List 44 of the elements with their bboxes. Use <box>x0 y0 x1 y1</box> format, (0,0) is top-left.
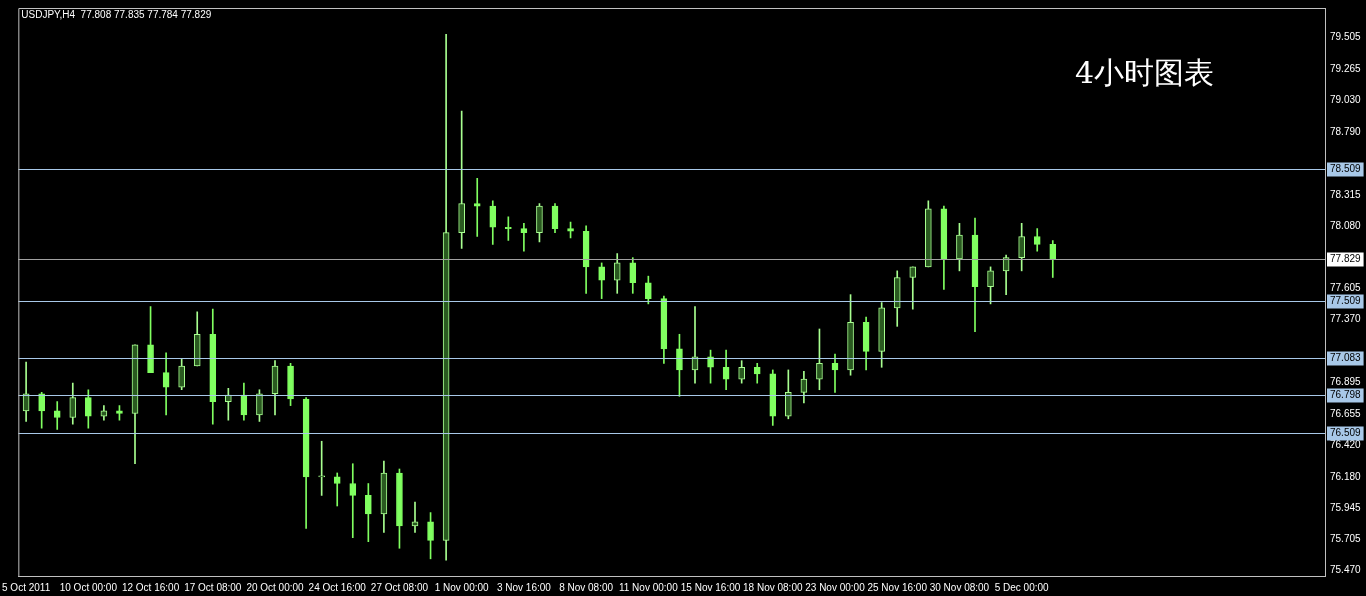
ref-line-label: 77.829 <box>1330 253 1362 265</box>
y-tick-label: 77.605 <box>1330 282 1362 294</box>
y-tick-label: 75.945 <box>1330 501 1362 513</box>
ref-line-label: 77.083 <box>1330 352 1362 364</box>
x-tick-label: 5 Dec 00:00 <box>994 581 1050 593</box>
ref-line-label: 77.509 <box>1330 295 1362 307</box>
y-tick-label: 77.370 <box>1330 313 1362 325</box>
x-tick-label: 5 Oct 2011 <box>2 581 51 593</box>
x-tick-label: 18 Nov 08:00 <box>743 581 803 593</box>
ref-line-label: 76.798 <box>1330 389 1362 401</box>
x-tick-label: 17 Oct 08:00 <box>184 581 242 593</box>
x-tick-label: 23 Nov 00:00 <box>805 581 866 593</box>
candlestick <box>333 472 341 507</box>
x-tick-label: 11 Nov 00:00 <box>618 581 679 593</box>
ref-line-label: 78.509 <box>1330 163 1362 175</box>
y-tick-label: 79.265 <box>1330 63 1362 75</box>
y-tick-label: 78.080 <box>1330 219 1362 231</box>
y-tick-label: 79.030 <box>1330 94 1362 106</box>
chart-title: USDJPY,H4 77.808 77.835 77.784 77.829 <box>21 8 212 20</box>
x-tick-label: 30 Nov 08:00 <box>929 581 990 593</box>
x-tick-label: 27 Oct 08:00 <box>370 581 429 593</box>
y-tick-label: 79.505 <box>1330 31 1362 43</box>
x-tick-label: 8 Nov 08:00 <box>559 581 614 593</box>
x-tick-label: 24 Oct 16:00 <box>308 581 367 593</box>
y-tick-label: 78.790 <box>1330 125 1362 137</box>
candlestick <box>53 401 61 430</box>
y-tick-label: 75.470 <box>1330 564 1362 576</box>
y-tick-label: 76.895 <box>1330 376 1362 388</box>
x-tick-label: 3 Nov 16:00 <box>496 581 552 593</box>
candlestick <box>349 463 357 539</box>
x-tick-label: 25 Nov 16:00 <box>867 581 928 593</box>
y-tick-label: 76.420 <box>1330 438 1362 450</box>
x-tick-label: 10 Oct 00:00 <box>59 581 118 593</box>
x-tick-label: 1 Nov 00:00 <box>434 581 490 593</box>
y-tick-label: 75.705 <box>1330 533 1362 545</box>
y-tick-label: 78.315 <box>1330 188 1362 200</box>
annotation: 4小时图表 <box>1075 54 1215 90</box>
candlestick <box>520 222 528 252</box>
x-tick-label: 15 Nov 16:00 <box>680 581 741 593</box>
y-tick-label: 76.180 <box>1330 470 1362 482</box>
y-tick-label: 76.655 <box>1330 407 1362 419</box>
x-tick-label: 20 Oct 00:00 <box>246 581 305 593</box>
x-tick-label: 12 Oct 16:00 <box>121 581 180 593</box>
ref-line-label: 76.509 <box>1330 427 1362 439</box>
